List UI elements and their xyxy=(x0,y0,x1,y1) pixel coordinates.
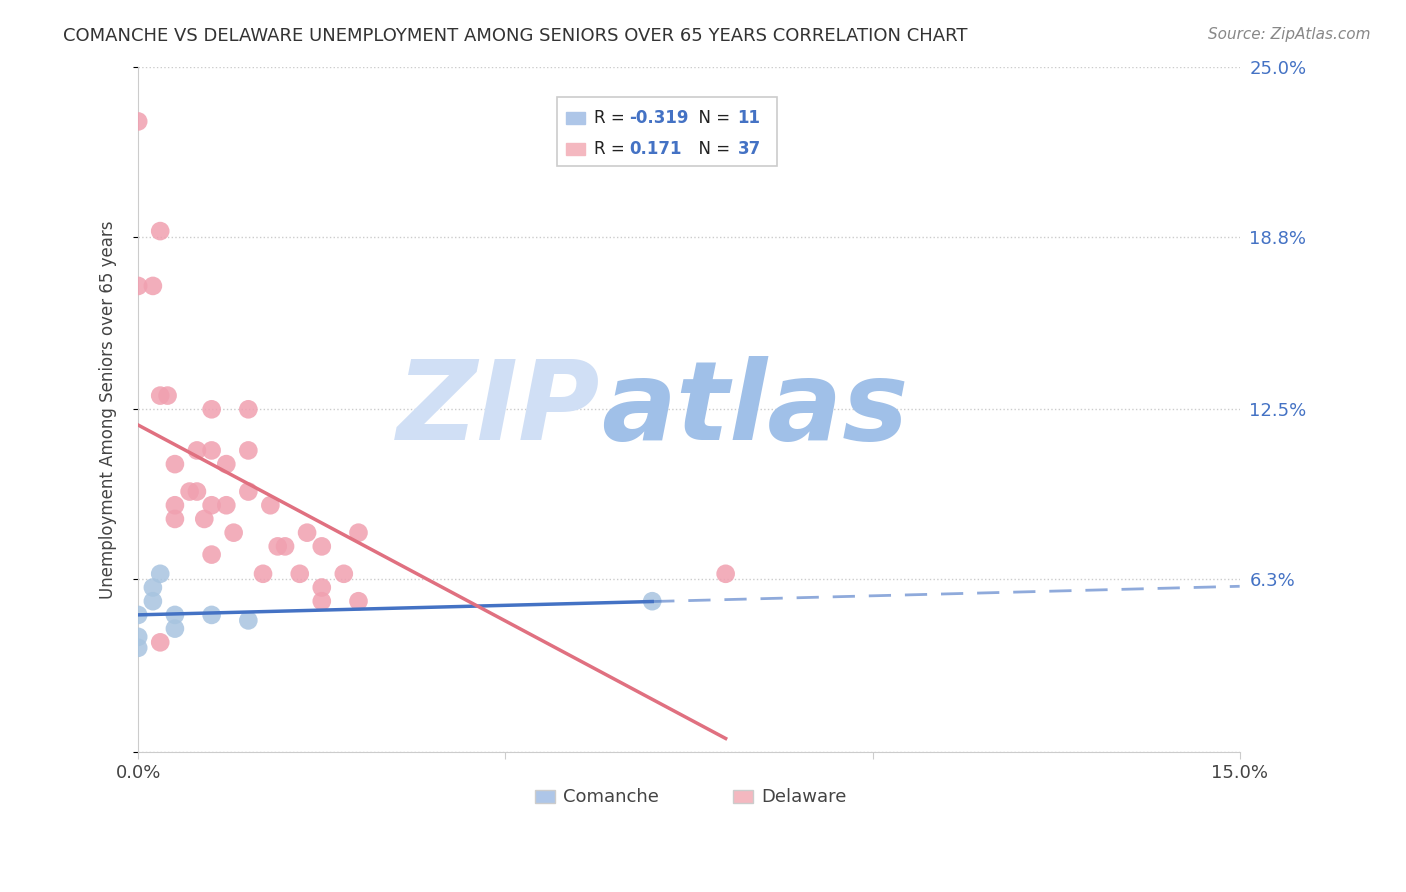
Point xyxy=(238,614,260,628)
Text: Source: ZipAtlas.com: Source: ZipAtlas.com xyxy=(1208,27,1371,42)
Point xyxy=(201,498,224,512)
Point xyxy=(238,443,260,458)
Point xyxy=(201,548,224,562)
Point xyxy=(201,607,224,622)
Point xyxy=(142,581,165,595)
Point xyxy=(163,498,186,512)
Point xyxy=(127,279,149,293)
Point xyxy=(163,512,186,526)
Text: 37: 37 xyxy=(737,140,761,158)
Point xyxy=(267,540,290,554)
Text: atlas: atlas xyxy=(600,356,908,463)
Point xyxy=(274,540,297,554)
Point xyxy=(149,388,172,402)
Point xyxy=(222,525,245,540)
Point xyxy=(714,566,737,581)
Point xyxy=(238,484,260,499)
Point xyxy=(163,457,186,471)
Text: 11: 11 xyxy=(737,109,761,127)
Text: R =: R = xyxy=(595,109,630,127)
Point xyxy=(288,566,311,581)
Point xyxy=(127,640,149,655)
Text: 0.171: 0.171 xyxy=(630,140,682,158)
Text: R =: R = xyxy=(595,140,630,158)
Point xyxy=(347,594,370,608)
Point xyxy=(252,566,274,581)
Point xyxy=(127,607,149,622)
Point xyxy=(186,443,208,458)
Point xyxy=(127,630,149,644)
Point xyxy=(215,498,238,512)
Point xyxy=(201,402,224,417)
Point xyxy=(149,224,172,238)
Text: N =: N = xyxy=(688,140,735,158)
Point xyxy=(179,484,201,499)
Point xyxy=(215,457,238,471)
FancyBboxPatch shape xyxy=(534,790,554,803)
Point xyxy=(311,581,333,595)
Point xyxy=(193,512,215,526)
Point xyxy=(311,594,333,608)
Text: Comanche: Comanche xyxy=(564,788,659,805)
Y-axis label: Unemployment Among Seniors over 65 years: Unemployment Among Seniors over 65 years xyxy=(100,220,117,599)
Point xyxy=(149,635,172,649)
Point xyxy=(295,525,318,540)
FancyBboxPatch shape xyxy=(565,143,585,155)
Point xyxy=(142,594,165,608)
Point xyxy=(333,566,356,581)
Point xyxy=(156,388,179,402)
FancyBboxPatch shape xyxy=(733,790,752,803)
Point xyxy=(186,484,208,499)
Point xyxy=(127,114,149,128)
Text: COMANCHE VS DELAWARE UNEMPLOYMENT AMONG SENIORS OVER 65 YEARS CORRELATION CHART: COMANCHE VS DELAWARE UNEMPLOYMENT AMONG … xyxy=(63,27,967,45)
Point xyxy=(142,279,165,293)
Text: N =: N = xyxy=(688,109,735,127)
Point xyxy=(201,443,224,458)
Point xyxy=(238,402,260,417)
Text: ZIP: ZIP xyxy=(398,356,600,463)
Point xyxy=(347,525,370,540)
Point xyxy=(641,594,664,608)
FancyBboxPatch shape xyxy=(557,97,778,166)
Point xyxy=(311,540,333,554)
Point xyxy=(163,622,186,636)
Text: Delaware: Delaware xyxy=(762,788,846,805)
Point xyxy=(259,498,281,512)
FancyBboxPatch shape xyxy=(565,112,585,124)
Point xyxy=(149,566,172,581)
Text: -0.319: -0.319 xyxy=(630,109,689,127)
Point xyxy=(163,607,186,622)
